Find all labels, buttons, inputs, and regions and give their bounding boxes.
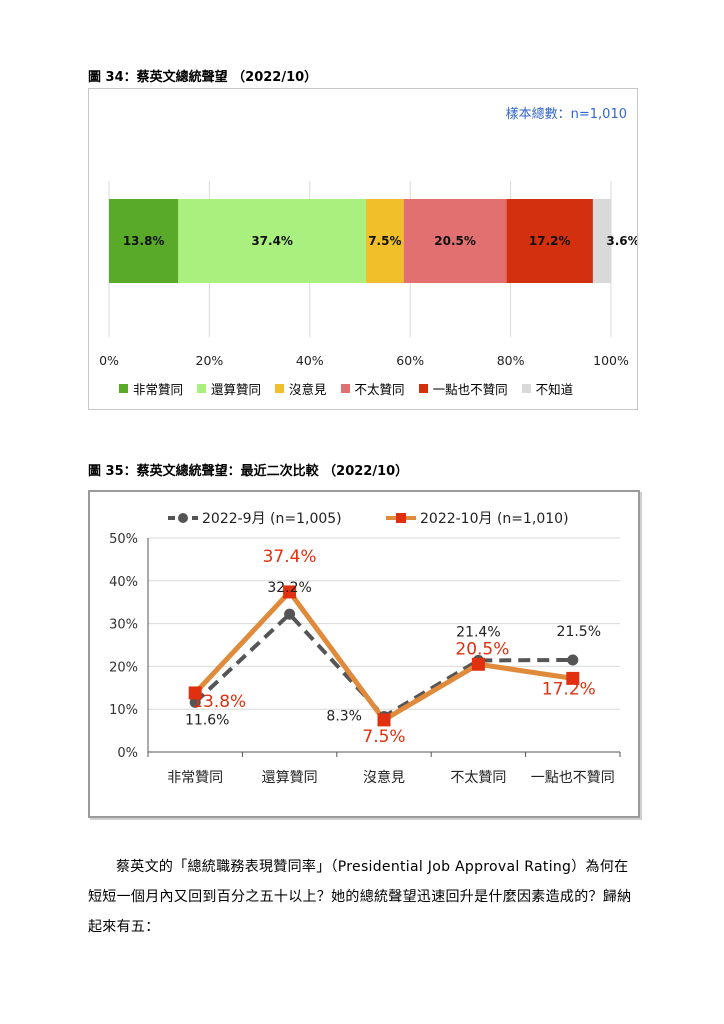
legend-swatch — [418, 384, 428, 393]
x-tick-label: 0% — [99, 353, 119, 368]
data-label: 21.4% — [456, 624, 500, 640]
data-label: 20.5% — [455, 639, 509, 659]
data-point — [189, 696, 201, 708]
bar-value-label: 3.6% — [606, 234, 637, 248]
y-tick-label: 40% — [109, 575, 138, 590]
data-label: 13.8% — [192, 692, 246, 712]
legend-swatch — [521, 384, 531, 393]
legend-label: 不知道 — [535, 382, 574, 397]
data-label: 37.4% — [263, 547, 317, 567]
data-point — [377, 713, 391, 727]
y-tick-label: 0% — [117, 746, 138, 761]
bar-segment — [366, 199, 404, 283]
stacked-bar-chart: 0% 20% 40% 60% 80% 100% 13.8% 37.4% 7.5% 20.5% 17.… — [99, 181, 637, 368]
figure2-panel: 0% 10% 20% 30% 40% 50% 非常贊同 還算贊同 沒意見 不太贊同 一點也不贊同 20… — [88, 490, 640, 818]
data-point — [283, 585, 297, 599]
bar-value-label: 17.2% — [529, 234, 571, 248]
data-label: 7.5% — [362, 727, 405, 747]
y-tick-label: 30% — [109, 618, 138, 633]
x-tick-label: 不太贊同 — [450, 770, 506, 786]
x-tick-label: 80% — [497, 353, 525, 368]
legend-swatch — [275, 384, 285, 393]
data-label: 21.5% — [557, 624, 601, 640]
legend-item: 沒意見 — [275, 379, 327, 398]
bar-segment — [592, 199, 611, 283]
bar-segment — [109, 199, 179, 283]
data-point — [188, 686, 202, 700]
x-tick-label: 40% — [296, 353, 324, 368]
data-point — [284, 608, 296, 620]
bar-value-label: 20.5% — [434, 234, 476, 248]
bar-value-label: 7.5% — [368, 234, 401, 248]
legend-label: 沒意見 — [289, 382, 327, 397]
legend-label: 不太贊同 — [354, 382, 405, 397]
x-tick-label: 100% — [593, 353, 629, 368]
y-tick-label: 10% — [109, 703, 138, 718]
data-point — [471, 657, 485, 671]
y-tick-label: 50% — [109, 532, 138, 547]
bar-segment — [506, 199, 593, 283]
x-tick-label: 還算贊同 — [262, 770, 318, 786]
x-tick-label: 20% — [196, 353, 224, 368]
series-line — [193, 589, 574, 723]
line-chart: 0% 10% 20% 30% 40% 50% 非常贊同 還算贊同 沒意見 不太贊同 一點也不贊同 20… — [109, 511, 621, 786]
legend-label: 一點也不贊同 — [432, 382, 508, 397]
legend-swatch — [119, 384, 128, 393]
figure2-title: 圖 35：蔡英文總統聲望：最近二次比較 （2022/10） — [88, 464, 409, 479]
x-tick-label: 非常贊同 — [167, 770, 223, 786]
data-label: 8.3% — [326, 708, 362, 724]
y-tick-label: 20% — [109, 660, 138, 675]
legend-item: 不知道 — [521, 379, 574, 398]
figure1-title: 圖 34：蔡英文總統聲望 （2022/10） — [88, 70, 318, 85]
legend-label: 非常贊同 — [133, 382, 184, 397]
legend-item: 不太贊同 — [340, 379, 405, 398]
data-label: 32.2% — [267, 580, 311, 596]
legend-label: 2022-10月 (n=1,010) — [420, 511, 569, 527]
legend-item: 非常贊同 — [119, 379, 183, 398]
bar-value-label: 13.8% — [123, 234, 165, 248]
x-tick-label: 60% — [396, 353, 424, 368]
sample-size-note: 樣本總數：n=1,010 — [505, 107, 627, 122]
bar-segment — [403, 199, 507, 283]
legend-label: 還算贊同 — [211, 382, 262, 397]
bar-value-label: 37.4% — [251, 234, 293, 248]
data-label: 11.6% — [185, 712, 229, 728]
data-label: 17.2% — [542, 679, 596, 699]
bar-segment — [178, 199, 367, 283]
x-tick-label: 沒意見 — [363, 769, 405, 786]
body-paragraph: 蔡英文的「總統職務表現贊同率」（Presidential Job Approva… — [88, 859, 632, 935]
legend-item: 一點也不贊同 — [418, 379, 508, 398]
data-point — [567, 654, 579, 666]
legend-marker — [396, 513, 406, 523]
legend-swatch — [197, 384, 207, 393]
legend-label: 2022-9月 (n=1,005) — [202, 511, 342, 527]
legend-marker — [178, 513, 188, 523]
x-tick-label: 一點也不贊同 — [531, 770, 615, 786]
data-point — [566, 671, 580, 685]
legend-swatch — [340, 384, 350, 393]
figure1-panel: 樣本總數：n=1,010 0% 20% 40% 60% 80% 100% 13.8% 37.4… — [88, 88, 638, 410]
legend-item: 還算贊同 — [197, 379, 261, 398]
bar-legend: 非常贊同 還算贊同 沒意見 不太贊同 一點也不贊同 不知道 — [119, 379, 573, 398]
